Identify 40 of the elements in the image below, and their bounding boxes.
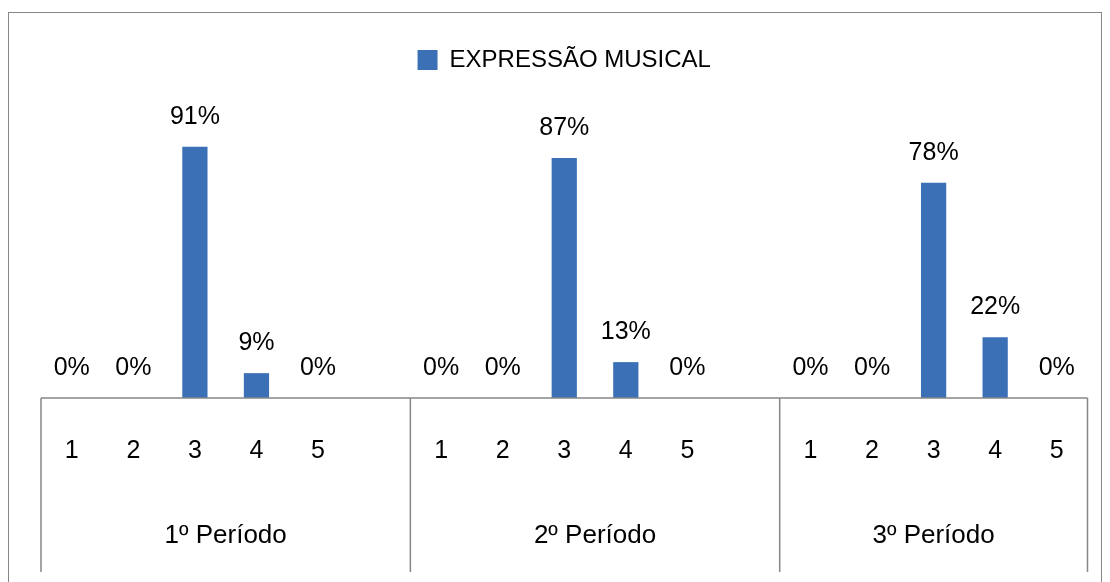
data-label: 0% — [792, 351, 829, 380]
bar — [551, 157, 577, 398]
bar — [920, 182, 947, 398]
data-label: 91% — [169, 100, 220, 129]
data-label: 0% — [1038, 351, 1075, 380]
data-label: 0% — [299, 351, 337, 380]
x-tick-label: 5 — [680, 434, 695, 463]
x-tick-label: 4 — [988, 434, 1003, 463]
text: 2º Período — [533, 519, 657, 550]
x-tick-label: 4 — [618, 434, 633, 463]
data-label: 13% — [600, 316, 651, 345]
text: 3º Período — [872, 519, 995, 550]
x-tick-label: 2 — [495, 434, 510, 463]
bar — [613, 362, 639, 398]
data-label: 9% — [238, 327, 275, 356]
text: 1º Período — [164, 519, 287, 550]
data-label: 0% — [669, 351, 706, 380]
x-tick-label: 2 — [126, 434, 141, 463]
x-tick-label: 5 — [1049, 434, 1064, 463]
data-label: 0% — [853, 351, 891, 380]
x-tick-label: 3 — [187, 434, 202, 463]
data-label: 78% — [908, 136, 959, 165]
data-label: 0% — [115, 351, 152, 380]
legend-label: EXPRESSÃO MUSICAL — [449, 44, 711, 72]
x-tick-label: 1 — [434, 434, 449, 463]
x-tick-label: 1 — [64, 434, 79, 463]
x-tick-label: 4 — [249, 434, 264, 463]
data-label: 0% — [484, 351, 521, 380]
x-tick-label: 3 — [926, 434, 941, 463]
x-tick-label: 2 — [865, 434, 879, 463]
x-tick-label: 5 — [311, 434, 325, 463]
data-label: 0% — [423, 351, 460, 380]
data-label: 0% — [53, 351, 90, 380]
bar — [182, 146, 208, 398]
data-label: 22% — [970, 291, 1021, 320]
x-tick-label: 1 — [803, 434, 818, 463]
data-label: 87% — [539, 111, 590, 140]
x-tick-label: 3 — [557, 434, 572, 463]
bar — [982, 337, 1008, 398]
bar — [243, 373, 270, 398]
